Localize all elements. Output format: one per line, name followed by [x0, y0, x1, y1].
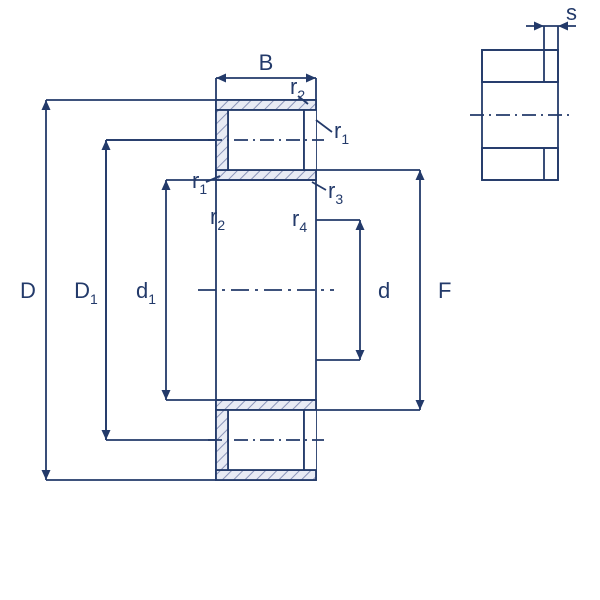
label-r1-left: r1 — [192, 168, 207, 197]
label-r4: r4 — [292, 206, 307, 235]
label-r2-left: r2 — [210, 204, 225, 233]
dim-F: F — [438, 278, 451, 303]
dim-D1: D1 — [74, 278, 98, 307]
label-r1-right: r1 — [334, 118, 349, 147]
inner-race-top — [216, 170, 316, 180]
dim-d: d — [378, 278, 390, 303]
inner-race-bot — [216, 400, 316, 410]
dim-B: B — [259, 50, 274, 75]
aux-outer — [482, 50, 558, 180]
label-r3: r3 — [328, 178, 343, 207]
bearing-diagram: DD1d1dFBr2r1r1r2r3r4s — [0, 0, 600, 600]
outer-race-bot — [216, 470, 316, 480]
dim-D: D — [20, 278, 36, 303]
dim-s: s — [566, 0, 577, 25]
aux-top-band — [482, 50, 558, 82]
aux-bot-band — [482, 148, 558, 180]
dim-d1: d1 — [136, 278, 156, 307]
